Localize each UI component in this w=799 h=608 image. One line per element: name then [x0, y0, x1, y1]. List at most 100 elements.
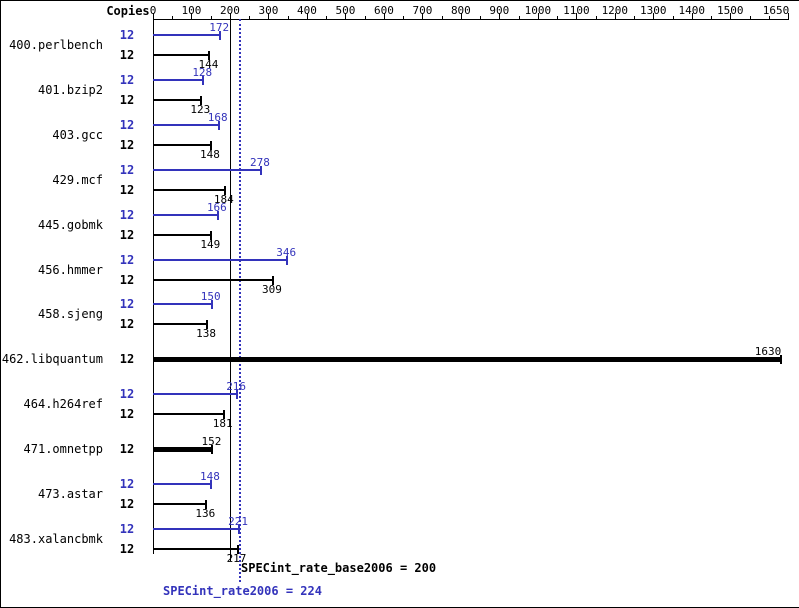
bar-end-cap [217, 210, 219, 220]
x-axis-tick-label: 1300 [640, 4, 667, 17]
x-axis-tick-label: 300 [258, 4, 279, 17]
bar [153, 233, 211, 236]
x-axis-major-tick [422, 13, 423, 19]
x-axis-major-tick [384, 13, 385, 19]
benchmark-name: 464.h264ref [23, 397, 103, 412]
bar-end-cap [208, 51, 210, 60]
bar-end-cap [210, 140, 212, 150]
x-axis-tick-label: 800 [450, 4, 471, 17]
x-axis-minor-tick [172, 16, 173, 19]
bar-value-label: 172 [209, 21, 230, 34]
x-axis-tick-label: 1650 [762, 4, 790, 17]
reference-line-peak [239, 19, 241, 582]
bar-value-label: 150 [200, 290, 221, 304]
bar-end-cap [218, 120, 220, 130]
bar [153, 503, 206, 505]
x-axis-major-tick [692, 13, 693, 19]
x-axis-tick-label: 400 [297, 4, 317, 17]
bar-end-cap [780, 355, 782, 365]
x-axis-minor-tick [596, 16, 597, 19]
x-axis-minor-tick [519, 16, 520, 19]
bar [153, 547, 237, 550]
bar-end-cap [211, 445, 213, 455]
bar-end-cap [210, 230, 212, 240]
bar [153, 483, 210, 485]
x-axis-tick-label: 600 [373, 4, 394, 17]
bar-end-cap [210, 480, 212, 489]
copies-value: 12 [119, 48, 135, 62]
benchmark-name: 403.gcc [52, 127, 103, 142]
copies-value: 12 [119, 117, 135, 132]
bar-end-cap [238, 524, 240, 534]
bar [153, 413, 223, 416]
x-axis-minor-tick [326, 16, 327, 19]
bar-value-label: 148 [200, 147, 220, 161]
benchmark-name: 462.libquantum [1, 352, 103, 367]
copies-value: 12 [119, 227, 135, 242]
bar-end-cap [200, 95, 202, 105]
bar [153, 168, 260, 171]
x-axis-tick-label: 100 [181, 4, 202, 17]
x-axis-minor-tick [288, 16, 289, 19]
bar-value-label: 216 [226, 380, 247, 394]
bar-end-cap [236, 390, 238, 400]
x-axis-minor-tick [211, 16, 212, 19]
x-axis-tick-label: 1500 [717, 4, 744, 17]
bar [153, 123, 218, 126]
bar-end-cap [224, 185, 226, 195]
x-axis-minor-tick [673, 16, 674, 19]
copies-value: 12 [119, 137, 135, 152]
copies-value: 12 [119, 162, 135, 177]
copies-value: 12 [119, 72, 135, 87]
copies-value: 12 [119, 497, 135, 511]
reference-line-base [230, 19, 231, 561]
copies-value: 12 [119, 442, 135, 457]
x-axis-tick-label: 200 [220, 4, 240, 17]
x-axis-major-tick [345, 13, 346, 19]
x-axis-tick-label: 500 [335, 4, 356, 17]
bar-value-label: 149 [200, 237, 221, 251]
bar-value-label: 217 [226, 551, 247, 565]
bar-end-cap [286, 255, 288, 265]
x-axis-major-tick [730, 13, 731, 19]
x-axis-minor-tick [365, 16, 366, 19]
bar-end-cap [272, 275, 274, 285]
bar-value-label: 138 [196, 327, 217, 341]
x-axis-tick-label: 1200 [601, 4, 629, 17]
x-axis-major-tick [461, 13, 462, 19]
x-axis-tick-label: 0 [149, 4, 157, 17]
benchmark-name: 456.hmmer [37, 262, 103, 277]
x-axis-tick-label: 1100 [563, 4, 590, 17]
x-axis-minor-tick [442, 16, 443, 19]
bar-value-label: 166 [206, 200, 227, 214]
bar-value-label: 148 [200, 470, 220, 483]
copies-value: 12 [119, 521, 135, 536]
bar-value-label: 1630 [754, 345, 782, 359]
bar-value-label: 128 [192, 65, 213, 79]
reference-line-peak-label: SPECint_rate2006 = 224 [163, 584, 322, 598]
benchmark-name: 483.xalancbmk [9, 531, 103, 546]
x-axis-minor-tick [480, 16, 481, 19]
x-axis-major-tick [788, 13, 789, 19]
bar [153, 323, 207, 326]
copies-value: 12 [119, 541, 135, 556]
bar [153, 188, 224, 191]
x-axis-line [153, 19, 789, 20]
x-axis-tick-label: 700 [412, 4, 433, 17]
bar [153, 98, 201, 101]
bar-end-cap [260, 165, 262, 175]
bar [153, 446, 212, 452]
x-axis-major-tick [191, 13, 192, 19]
bar-end-cap [219, 31, 221, 40]
benchmark-name: 401.bzip2 [37, 82, 103, 97]
bar-value-label: 152 [201, 435, 222, 449]
x-axis-minor-tick [711, 16, 712, 19]
benchmark-name: 429.mcf [52, 172, 103, 187]
bar-value-label: 346 [276, 245, 297, 259]
copies-value: 12 [119, 352, 135, 367]
x-axis-minor-tick [249, 16, 250, 19]
benchmark-name: 473.astar [37, 487, 103, 501]
y-axis-line [153, 19, 154, 554]
x-axis-tick-label: 900 [489, 4, 510, 17]
copies-value: 12 [119, 407, 135, 422]
